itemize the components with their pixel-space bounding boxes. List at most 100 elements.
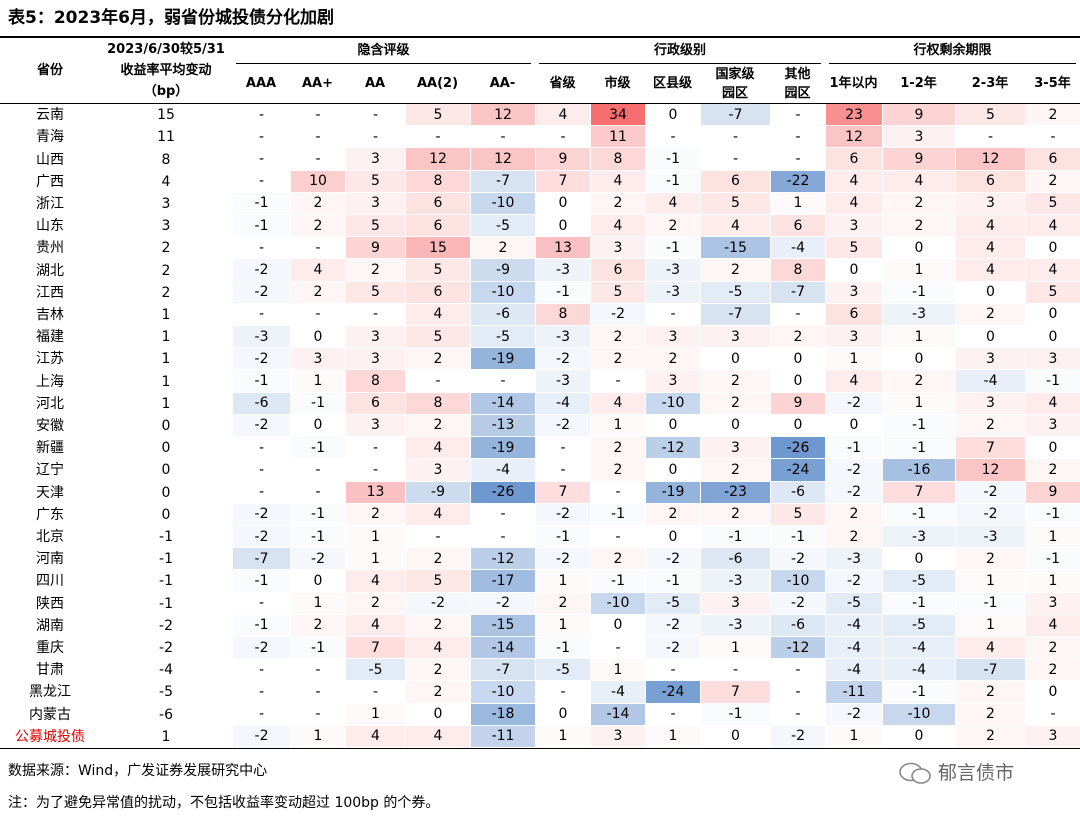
row-name: 青海 — [36, 129, 64, 146]
row-avg: 1 — [161, 373, 171, 390]
heat-cell: 0 — [793, 417, 803, 434]
row-name: 吉林 — [36, 306, 64, 323]
heat-cell: -15 — [471, 614, 535, 636]
heat-cell: -2 — [233, 414, 290, 437]
heat-cell: 2 — [701, 370, 770, 392]
heat-cell: 4 — [291, 259, 345, 281]
heat-cell: -2 — [536, 548, 590, 570]
heat-cell: - — [315, 484, 321, 501]
wechat-icon — [899, 762, 931, 784]
heat-cell: 2 — [1026, 459, 1080, 481]
row-avg: 1 — [161, 395, 171, 412]
heat-cell: -3 — [536, 326, 590, 348]
heat-cell: 5 — [346, 215, 405, 237]
heat-cell: -1 — [536, 636, 590, 659]
heat-cell: -12 — [771, 636, 825, 659]
heat-cell: 0 — [313, 572, 323, 589]
rule — [0, 36, 1080, 38]
row-name: 河北 — [36, 395, 64, 412]
heat-cell: 0 — [986, 328, 995, 345]
heat-cell: -3 — [701, 570, 770, 592]
row-name: 重庆 — [36, 640, 64, 657]
heat-cell: 3 — [701, 592, 770, 614]
heat-cell: -1 — [701, 525, 770, 548]
heat-cell: 2 — [883, 370, 955, 392]
heat-cell: - — [315, 151, 321, 167]
heat-cell: -4 — [826, 636, 882, 659]
heat-cell: 5 — [406, 326, 470, 348]
row-name: 安徽 — [36, 417, 64, 434]
heat-cell: 1 — [536, 570, 590, 592]
heat-cell: -4 — [591, 681, 645, 703]
heat-cell: 0 — [849, 262, 859, 279]
heat-cell: 4 — [1026, 215, 1080, 237]
header-avg: （bp） — [143, 84, 189, 99]
heat-cell: - — [500, 128, 506, 145]
heat-cell: -6 — [771, 614, 825, 636]
heat-cell: -6 — [471, 303, 535, 326]
heat-cell: -1 — [883, 503, 955, 525]
heat-cell: 4 — [406, 437, 470, 459]
heat-cell: -5 — [883, 614, 955, 636]
heat-cell: -9 — [406, 481, 470, 503]
heat-cell: - — [258, 239, 265, 256]
heat-cell: 4 — [406, 636, 470, 659]
heat-cell: - — [315, 128, 321, 145]
heat-cell: -1 — [883, 592, 955, 614]
heat-cell: - — [435, 128, 441, 145]
heat-cell: 4 — [346, 614, 405, 636]
heat-cell: -6 — [701, 548, 770, 570]
heat-cell: -2 — [536, 348, 590, 370]
column-label: 1-2年 — [900, 75, 937, 91]
heat-cell: 0 — [313, 328, 323, 345]
heat-cell: -4 — [956, 370, 1025, 392]
heat-cell: 0 — [914, 350, 924, 367]
heat-cell: - — [795, 106, 801, 123]
heat-cell: -26 — [771, 437, 825, 459]
heat-cell: 0 — [1048, 239, 1058, 256]
heat-cell: 0 — [1048, 306, 1058, 323]
heat-cell: -7 — [233, 548, 290, 570]
heat-cell: - — [615, 528, 621, 545]
heat-cell: - — [795, 683, 801, 700]
heat-cell: 1 — [291, 592, 345, 614]
heat-cell: 1 — [346, 703, 405, 725]
column-label: 省级 — [549, 75, 576, 91]
heat-cell: -2 — [826, 481, 882, 503]
heat-cell: - — [315, 239, 321, 256]
heat-cell: - — [258, 661, 265, 678]
heat-cell: 5 — [591, 281, 645, 303]
heat-cell: 5 — [1026, 281, 1080, 303]
heat-cell: 1 — [536, 725, 590, 747]
heat-cell: 3 — [1026, 592, 1080, 614]
row-avg: -2 — [159, 617, 173, 634]
heat-cell: - — [500, 506, 506, 523]
heat-cell: -5 — [826, 592, 882, 614]
column-label: AAA — [245, 75, 277, 91]
row-avg: 2 — [161, 262, 171, 279]
heat-cell: -2 — [471, 592, 535, 614]
heat-cell: 3 — [406, 459, 470, 481]
row-avg: 15 — [157, 107, 175, 124]
heat-cell: -2 — [771, 548, 825, 570]
heat-cell: - — [732, 151, 739, 167]
heat-cell: -19 — [471, 348, 535, 370]
heat-cell: -1 — [1026, 503, 1080, 525]
heat-cell: -1 — [591, 503, 645, 525]
heat-cell: 2 — [1026, 636, 1080, 659]
heat-cell: -2 — [536, 414, 590, 437]
heat-cell: - — [372, 128, 379, 145]
heat-cell: 1 — [956, 570, 1025, 592]
heat-cell: 2 — [1026, 659, 1080, 681]
heat-cell: -6 — [233, 392, 290, 414]
heat-cell: 4 — [346, 570, 405, 592]
heat-cell: 6 — [826, 303, 882, 326]
heat-cell: 0 — [613, 617, 623, 634]
heat-cell: 3 — [826, 215, 882, 237]
row-avg: 1 — [161, 329, 171, 346]
heat-cell: -10 — [471, 681, 535, 703]
heat-cell: 0 — [1048, 328, 1058, 345]
heat-cell: 4 — [406, 503, 470, 525]
column-label: AA+ — [301, 75, 333, 91]
heat-cell: -7 — [471, 170, 535, 192]
